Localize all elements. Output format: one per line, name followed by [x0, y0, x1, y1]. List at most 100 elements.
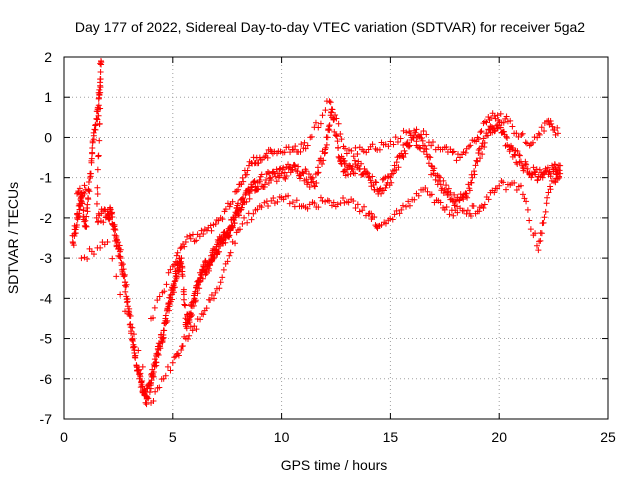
data-point [536, 166, 543, 173]
data-point [189, 312, 196, 319]
data-point [122, 308, 129, 315]
data-point [322, 198, 329, 205]
data-point [479, 151, 486, 158]
data-point [97, 76, 104, 83]
data-point [549, 123, 556, 130]
data-point [289, 199, 296, 206]
data-point [440, 177, 447, 184]
data-point [509, 146, 516, 153]
data-point [554, 124, 561, 131]
data-point [96, 137, 103, 144]
data-point [466, 187, 473, 194]
data-point [500, 119, 507, 126]
data-point [179, 263, 186, 270]
data-point [143, 385, 150, 392]
data-point [236, 212, 243, 219]
data-point [544, 164, 551, 171]
data-point [351, 157, 358, 164]
data-point [469, 174, 476, 181]
data-point [217, 279, 224, 286]
data-point [314, 170, 321, 177]
data-point [491, 189, 498, 196]
data-point [220, 266, 227, 273]
data-point [519, 191, 526, 198]
data-point [543, 167, 550, 174]
data-point [154, 297, 161, 304]
data-point [245, 185, 252, 192]
data-point [235, 200, 242, 207]
data-point [226, 232, 233, 239]
data-point [323, 141, 330, 148]
data-point [331, 128, 338, 135]
y-tick: -1 [40, 170, 608, 186]
data-point [222, 239, 229, 246]
data-point [333, 115, 340, 122]
data-point [529, 139, 536, 146]
data-points [69, 58, 564, 408]
data-point [205, 265, 212, 272]
data-point [186, 316, 193, 323]
data-point [391, 211, 398, 218]
data-point [302, 145, 309, 152]
data-point [255, 185, 262, 192]
data-point [390, 141, 397, 148]
y-tick: 0 [44, 129, 608, 145]
x-tick: 0 [60, 57, 68, 445]
data-point [146, 389, 153, 396]
data-point [124, 303, 131, 310]
data-point [243, 171, 250, 178]
data-point [270, 195, 277, 202]
y-axis-ticks: -7 -6 -5 -4 -3 -2 -1 0 1 2 [40, 49, 608, 427]
data-point [150, 369, 157, 376]
data-point [463, 190, 470, 197]
data-point [389, 216, 396, 223]
data-point [90, 129, 97, 136]
data-point [324, 197, 331, 204]
data-point [297, 148, 304, 155]
data-point [197, 316, 204, 323]
data-point [207, 222, 214, 229]
x-tick-label: 0 [60, 429, 68, 445]
data-point [167, 266, 174, 273]
data-point [84, 201, 91, 208]
data-point [80, 207, 87, 214]
data-point [178, 244, 185, 251]
data-point [95, 218, 102, 225]
data-point [295, 163, 302, 170]
data-point [196, 233, 203, 240]
data-point [106, 215, 113, 222]
x-axis-label: GPS time / hours [281, 457, 388, 473]
data-point [254, 206, 261, 213]
data-point [481, 201, 488, 208]
data-point [447, 146, 454, 153]
data-point [557, 170, 564, 177]
data-point [305, 170, 312, 177]
data-point [547, 186, 554, 193]
data-point [117, 291, 124, 298]
data-point [494, 112, 501, 119]
data-point [92, 122, 99, 129]
data-point [395, 164, 402, 171]
y-tick: -7 [40, 411, 608, 427]
data-point [443, 182, 450, 189]
data-point [387, 215, 394, 222]
data-point [145, 395, 152, 402]
data-point [541, 128, 548, 135]
data-point [224, 258, 231, 265]
data-point [200, 230, 207, 237]
data-point [535, 130, 542, 137]
data-point [485, 196, 492, 203]
data-point [524, 206, 531, 213]
data-point [460, 196, 467, 203]
data-point [333, 132, 340, 139]
data-point [550, 178, 557, 185]
data-point [178, 260, 185, 267]
data-point [361, 165, 368, 172]
data-point [402, 150, 409, 157]
data-point [465, 143, 472, 150]
data-point [289, 166, 296, 173]
data-point [102, 206, 109, 213]
data-point [243, 198, 250, 205]
data-point [428, 171, 435, 178]
data-point [315, 124, 322, 131]
